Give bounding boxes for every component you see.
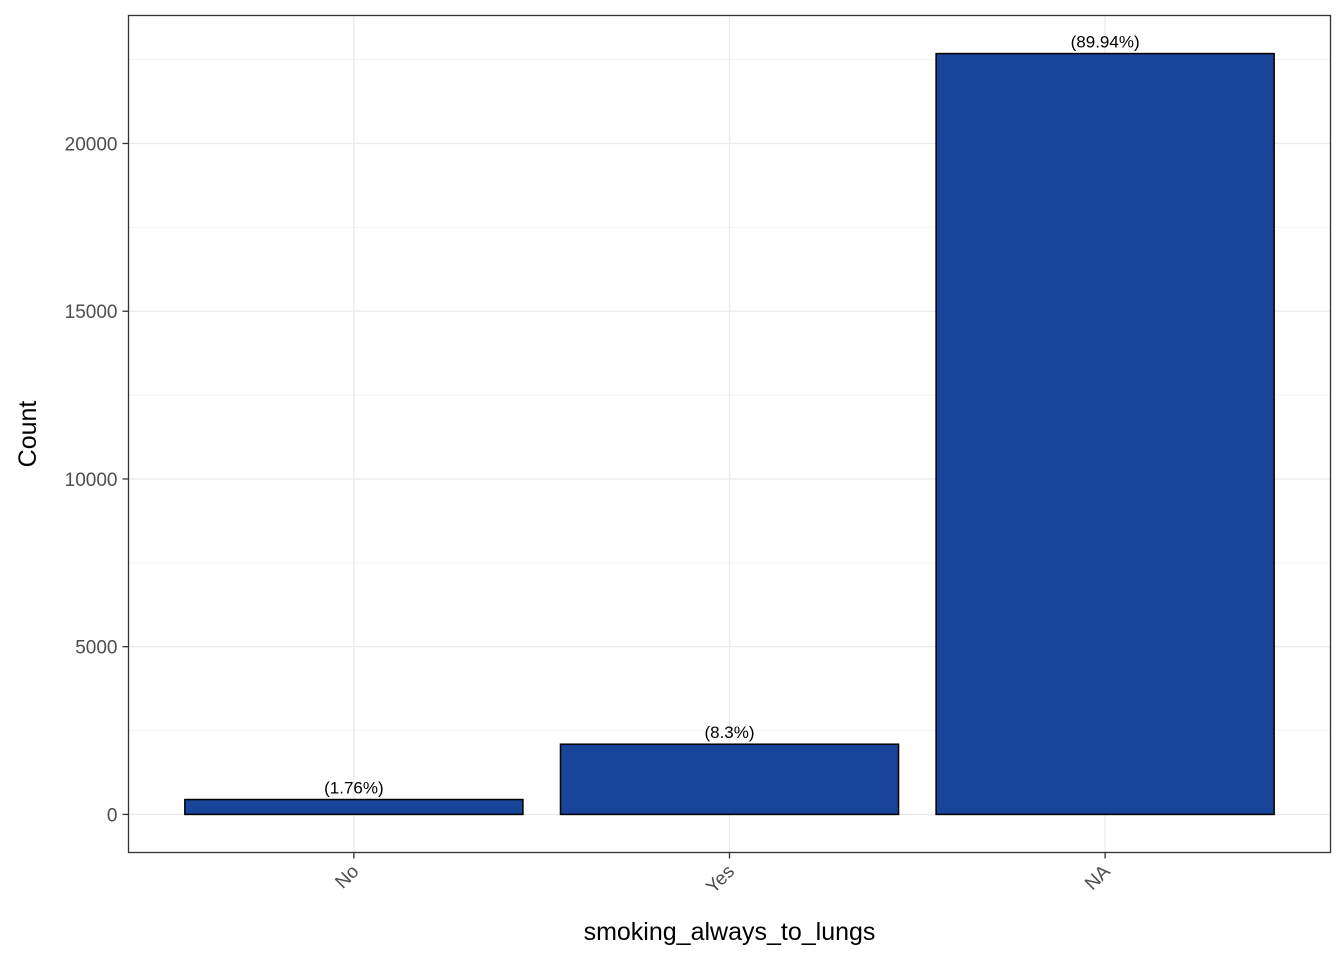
bar-no: [184, 798, 524, 816]
bar-yes: [559, 743, 900, 816]
data-label-yes: (8.3%): [704, 723, 754, 742]
x-tick-label-yes: Yes: [702, 861, 739, 898]
y-tick-label: 20000: [65, 134, 118, 155]
bar-na: [935, 52, 1275, 816]
y-axis-title: Count: [14, 401, 42, 468]
y-tick-label: 15000: [65, 302, 118, 323]
y-tick-label: 0: [107, 805, 118, 826]
y-tick-label: 10000: [65, 470, 118, 491]
x-tick-label-na: NA: [1081, 861, 1115, 895]
data-label-na: (89.94%): [1071, 33, 1140, 52]
x-axis-title: smoking_always_to_lungs: [584, 918, 876, 946]
data-labels: (1.76%) (8.3%) (89.94%): [324, 33, 1140, 798]
data-label-no: (1.76%): [324, 779, 384, 798]
x-tick-label-no: No: [331, 861, 363, 893]
y-tick-label: 5000: [75, 638, 117, 659]
bars: [184, 52, 1275, 816]
